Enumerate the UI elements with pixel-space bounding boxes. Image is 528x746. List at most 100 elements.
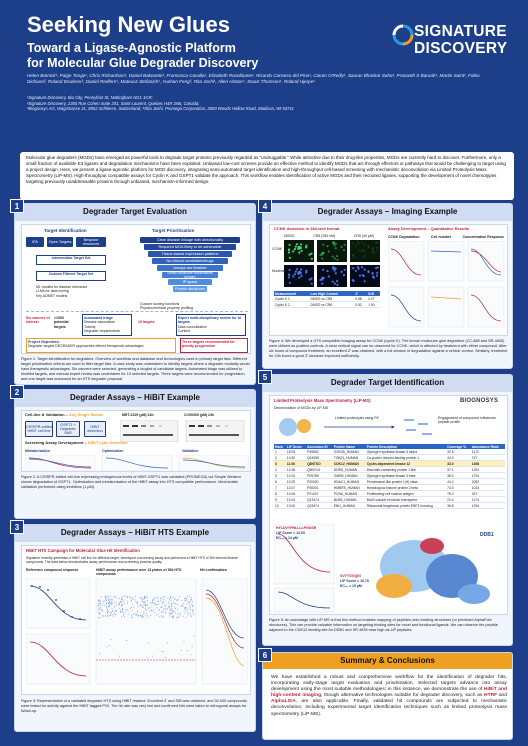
hts-data-point [178,616,180,618]
hts-data-point [170,605,172,607]
nucleus-cell [363,268,366,271]
table-cell: Glycogen synthase kinase 3 beta [365,472,447,479]
hts-data-point [108,610,109,612]
hts-data-point [177,616,179,618]
hts-data-point [110,639,112,641]
table-cell: 10.36 [285,466,307,473]
bullet: Physicochemical property profiling [140,306,194,311]
hts-data-point [148,642,150,644]
hts-data-point [126,596,128,598]
hts-data-point [127,613,129,615]
panel-hibit-example: Degrader Assays – HiBiT Example Cell-lin… [14,389,256,519]
optimisation-label: Optimisation [102,449,124,453]
hts-data-point [119,607,121,609]
hibit-validation-figure: Cell-line & Validation – Any Single Mous… [21,410,251,472]
hts-data-point [172,610,174,612]
hts-data-point [190,597,192,599]
hts-data-point [102,603,104,605]
intermediate-set-label: Intermediate Target Set [51,256,91,260]
table-cell: Cyclin K 2 [274,301,310,308]
summary-part-g: , are also applicable. Finally, validate… [271,699,507,717]
intermediate-set-box: Intermediate Target Set [36,255,106,265]
ccnk-cell [321,257,324,260]
ccnk-cell [371,247,374,250]
hts-data-point [114,610,116,612]
hts-data-point [139,603,141,605]
hts-data-point [121,602,123,604]
hts-data-point [184,613,186,615]
hts-data-point [180,605,182,607]
nucleus-cell [357,267,360,270]
hts-data-point [183,641,185,643]
hts-data-point [102,610,103,612]
hts-data-point [120,616,122,618]
table-cell: 1408 [470,460,505,467]
hts-data-point [159,616,161,618]
hts-data-point [151,599,153,601]
hts-data-point [107,596,109,598]
nucleus-cell [363,280,366,283]
hts-data-point [121,604,123,606]
nucleus-cell [326,270,329,273]
hts-data-point [99,613,101,614]
hts-data-point [108,601,110,603]
validation-label: Validation [182,449,199,453]
hts-data-point [123,612,125,614]
hts-data-point [136,613,138,615]
ccnk-cell [354,244,357,247]
hts-data-point [159,600,161,602]
hts-data-point [146,599,148,601]
hts-data-point [175,599,177,601]
hts-data-point [110,599,112,601]
ccnk-cell [372,250,375,253]
micrograph-grid [284,240,380,287]
hts-data-point [189,608,191,610]
panel-title: Degrader Target Identification [330,378,445,387]
nucleus-cell [287,273,291,276]
hts-data-point [168,606,170,608]
hts-data-point [167,597,169,599]
panel-target-identification: Degrader Target Identification Limited P… [262,374,513,646]
hts-data-point [186,609,188,611]
hts-data-point [115,596,117,598]
ipa-pill: IPA [26,237,44,247]
ccnk-cell [367,245,370,249]
nucleus-cell [333,282,336,285]
ccnk-cell [331,255,334,258]
hts-data-point [132,613,134,615]
panel-header: Degrader Assays – Imaging Example [263,204,512,221]
table-row: Cyclin K 1 DMSO vs CR8 0.58 2.07 [274,296,380,302]
hts-data-point [188,602,190,604]
hts-data-point [184,610,186,612]
table-row: 2 14.50 Q15059 TOB21_HUMAN Ca protein domain… [274,454,505,461]
ccnk-cell [305,244,308,247]
table-header: Coverage % [446,444,471,449]
peptide-1-score: LiP Score = 14.93 [276,531,305,535]
screening-heading: Screening Assay Development – HiBiT Lyti… [25,440,128,445]
bullet: ML models for disease relevance [36,285,88,289]
chart1-title: MRT-2329 (µM) 24h [122,413,154,417]
panel-header: Degrader Target Identification [263,375,512,392]
hts-data-point [105,600,107,602]
hts-data-point [132,616,133,618]
table-cell: 9 [274,496,286,503]
table-cell: EBI1_HUMAN [332,502,366,509]
nucleus-cell [319,278,322,282]
nucleus-cell [321,278,324,281]
panel-number-1: 1 [10,199,24,213]
hts-data-point [176,603,178,605]
nucleus-cell [362,275,365,278]
hts-data-point [131,599,133,601]
table-cell: DMSO vs CR8 [309,296,355,302]
ccnk-cell [298,251,301,254]
table-row: Cyclin K 2 DMSO vs CR8 0.52 1.90 [274,301,380,308]
summary-highlight-hibit: HiBiT and high-content imaging [271,687,507,699]
ccnk-cell [357,242,360,245]
hts-data-point [144,597,145,599]
table-row: 5 10.20 P09789 GMEB_HUMAN Glycogen synthase … [274,472,505,479]
nucleus-cell [375,274,378,277]
hts-data-point [151,602,153,603]
table-cell: P49840 [306,449,333,455]
hts-data-point [179,596,181,598]
hts-data-point [192,609,194,611]
